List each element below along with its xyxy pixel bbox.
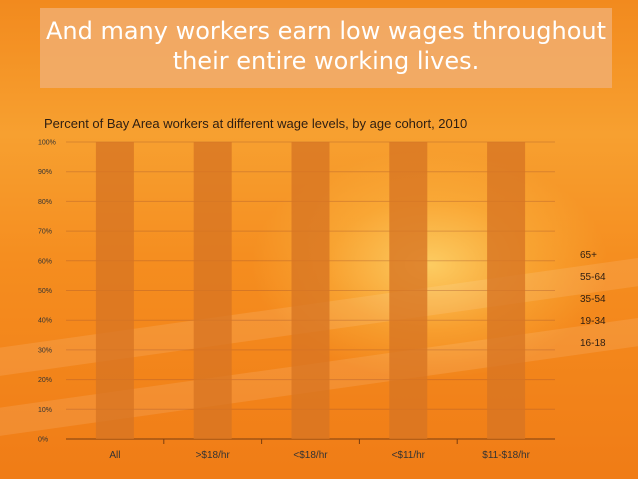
y-tick-label: 0%	[38, 437, 48, 444]
x-tick-label: <$11/hr	[392, 450, 426, 461]
bar	[193, 142, 232, 439]
y-tick-label: 40%	[38, 318, 52, 325]
y-tick-label: 20%	[38, 377, 52, 384]
y-tick-label: 50%	[38, 288, 52, 295]
legend-item: 35-54	[580, 294, 606, 305]
y-tick-label: 30%	[38, 347, 52, 354]
title-banner	[40, 8, 612, 88]
bar	[291, 142, 330, 439]
y-tick-label: 70%	[38, 229, 52, 236]
y-tick-label: 100%	[38, 140, 56, 147]
legend-item: 19-34	[580, 316, 606, 327]
y-tick-label: 90%	[38, 169, 52, 176]
x-tick-label: >$18/hr	[196, 450, 231, 461]
y-tick-label: 80%	[38, 199, 52, 206]
y-tick-label: 10%	[38, 407, 52, 414]
bar	[95, 142, 134, 439]
y-tick-label: 60%	[38, 258, 52, 265]
slide-title: And many workers earn low wages througho…	[45, 17, 607, 75]
x-tick-label: <$18/hr	[293, 450, 328, 461]
x-tick-label: All	[109, 450, 120, 461]
x-tick-label: $11-$18/hr	[482, 450, 530, 461]
bar	[389, 142, 428, 439]
bar	[487, 142, 526, 439]
legend-item: 65+	[580, 250, 597, 261]
legend-item: 16-18	[580, 338, 606, 349]
chart-title: Percent of Bay Area workers at different…	[44, 116, 468, 131]
legend-item: 55-64	[580, 272, 606, 283]
